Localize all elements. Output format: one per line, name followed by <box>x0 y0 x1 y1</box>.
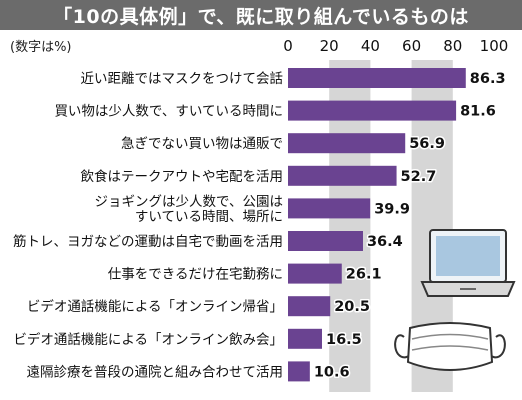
category-label: 急ぎでない買い物は通販で <box>121 136 283 152</box>
value-label: 56.9 <box>409 136 445 152</box>
bar <box>288 231 363 251</box>
unit-note: (数字は%) <box>10 40 72 55</box>
category-label: 遠隔診療を普段の通院と組み合わせて活用 <box>27 363 284 380</box>
bar <box>288 263 342 284</box>
bar <box>288 165 397 186</box>
value-label: 81.6 <box>460 104 496 120</box>
category-labels: 近い距離ではマスクをつけて会話買い物は少人数で、すいている時間に急ぎでない買い物… <box>13 70 283 380</box>
x-tick-label: 80 <box>443 37 462 55</box>
category-label: 仕事をできるだけ在宅勤務に <box>108 267 283 283</box>
category-label: 近い距離ではマスクをつけて会話 <box>81 70 284 87</box>
x-tick-label: 100 <box>480 37 509 55</box>
bar <box>288 328 322 349</box>
face-mask-icon <box>394 322 506 371</box>
chart-title: 「10の具体例」で、既に取り組んでいるものは <box>0 0 522 30</box>
laptop-icon <box>420 229 516 297</box>
category-label: 筋トレ、ヨガなどの運動は自宅で動画を活用 <box>13 233 283 250</box>
value-label: 10.6 <box>314 364 350 380</box>
category-label: ジョギングは少人数で、公園はすいている時間、場所に <box>95 194 283 225</box>
bar <box>288 133 406 154</box>
category-label: 買い物は少人数で、すいている時間に <box>54 104 283 120</box>
x-axis-ticks: 0 20 40 60 80 100 <box>283 37 508 55</box>
bar <box>288 68 466 88</box>
value-label: 39.9 <box>374 201 410 217</box>
x-tick-label: 60 <box>402 37 421 55</box>
x-tick-label: 40 <box>361 37 380 55</box>
bar <box>288 296 331 317</box>
bar <box>288 198 371 219</box>
category-label: 飲食はテークアウトや宅配を活用 <box>81 168 284 185</box>
x-tick-label: 0 <box>283 37 293 55</box>
bars <box>288 68 466 382</box>
x-tick-label: 20 <box>320 37 339 55</box>
bar <box>288 100 457 121</box>
bar <box>288 361 310 382</box>
value-label: 26.1 <box>346 267 382 283</box>
category-label: ビデオ通話機能による「オンライン飲み会」 <box>13 331 283 348</box>
category-label: ビデオ通話機能による「オンライン帰省」 <box>27 298 283 315</box>
value-label: 86.3 <box>470 71 506 87</box>
value-label: 16.5 <box>326 332 362 348</box>
value-labels: 86.3 81.6 56.9 52.7 39.9 36.4 26.1 20.5 16.5 10.6 <box>312 70 507 382</box>
value-label: 36.4 <box>367 234 403 250</box>
value-label: 52.7 <box>401 169 437 185</box>
value-label: 20.5 <box>334 299 370 315</box>
